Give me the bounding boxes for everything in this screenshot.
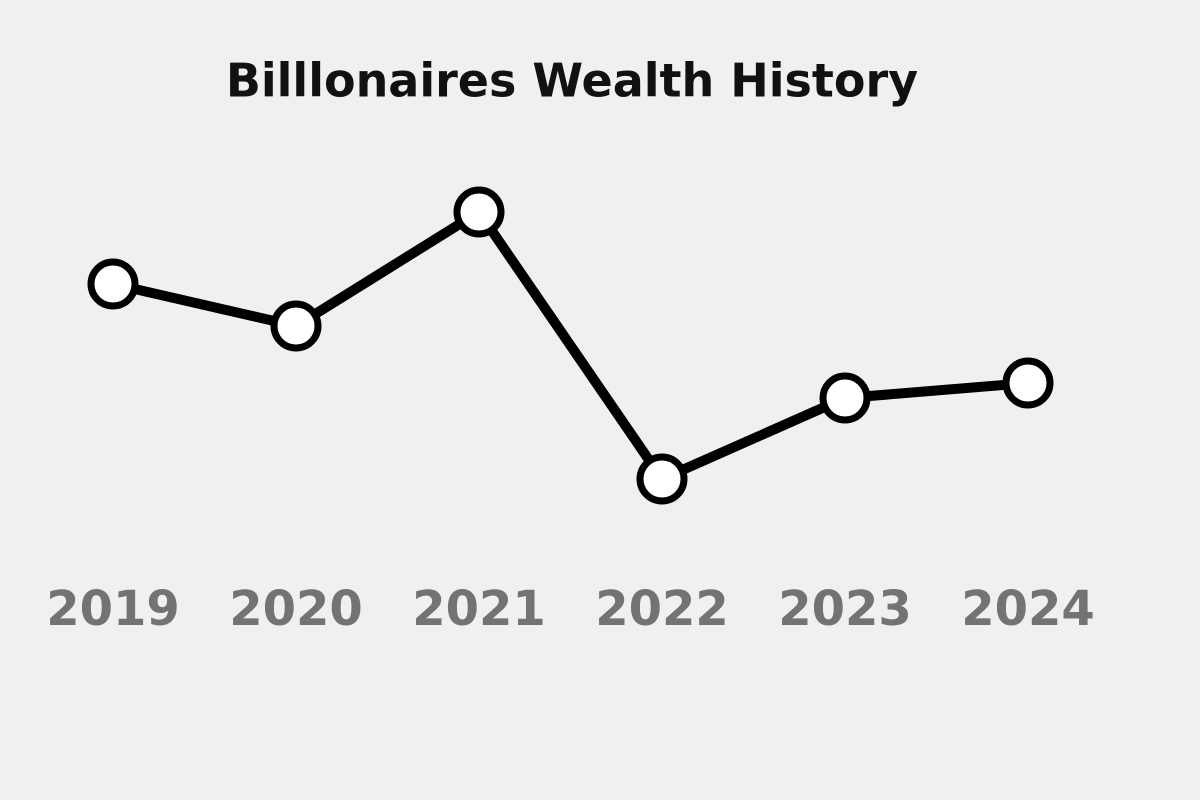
point — [819, 372, 871, 424]
chart-title: Billlonaires Wealth History — [226, 54, 918, 108]
x-tick-label: 2024 — [961, 581, 1095, 637]
x-tick-label: 2020 — [229, 581, 363, 637]
point — [1002, 357, 1054, 409]
x-tick-label: 2021 — [412, 581, 546, 637]
point — [636, 453, 688, 505]
x-tick-label: 2022 — [595, 581, 729, 637]
x-tick-label: 2023 — [778, 581, 912, 637]
line — [111, 207, 1029, 484]
point — [453, 186, 505, 238]
point — [270, 300, 322, 352]
x-tick-label: 2019 — [46, 581, 180, 637]
point — [87, 258, 139, 310]
